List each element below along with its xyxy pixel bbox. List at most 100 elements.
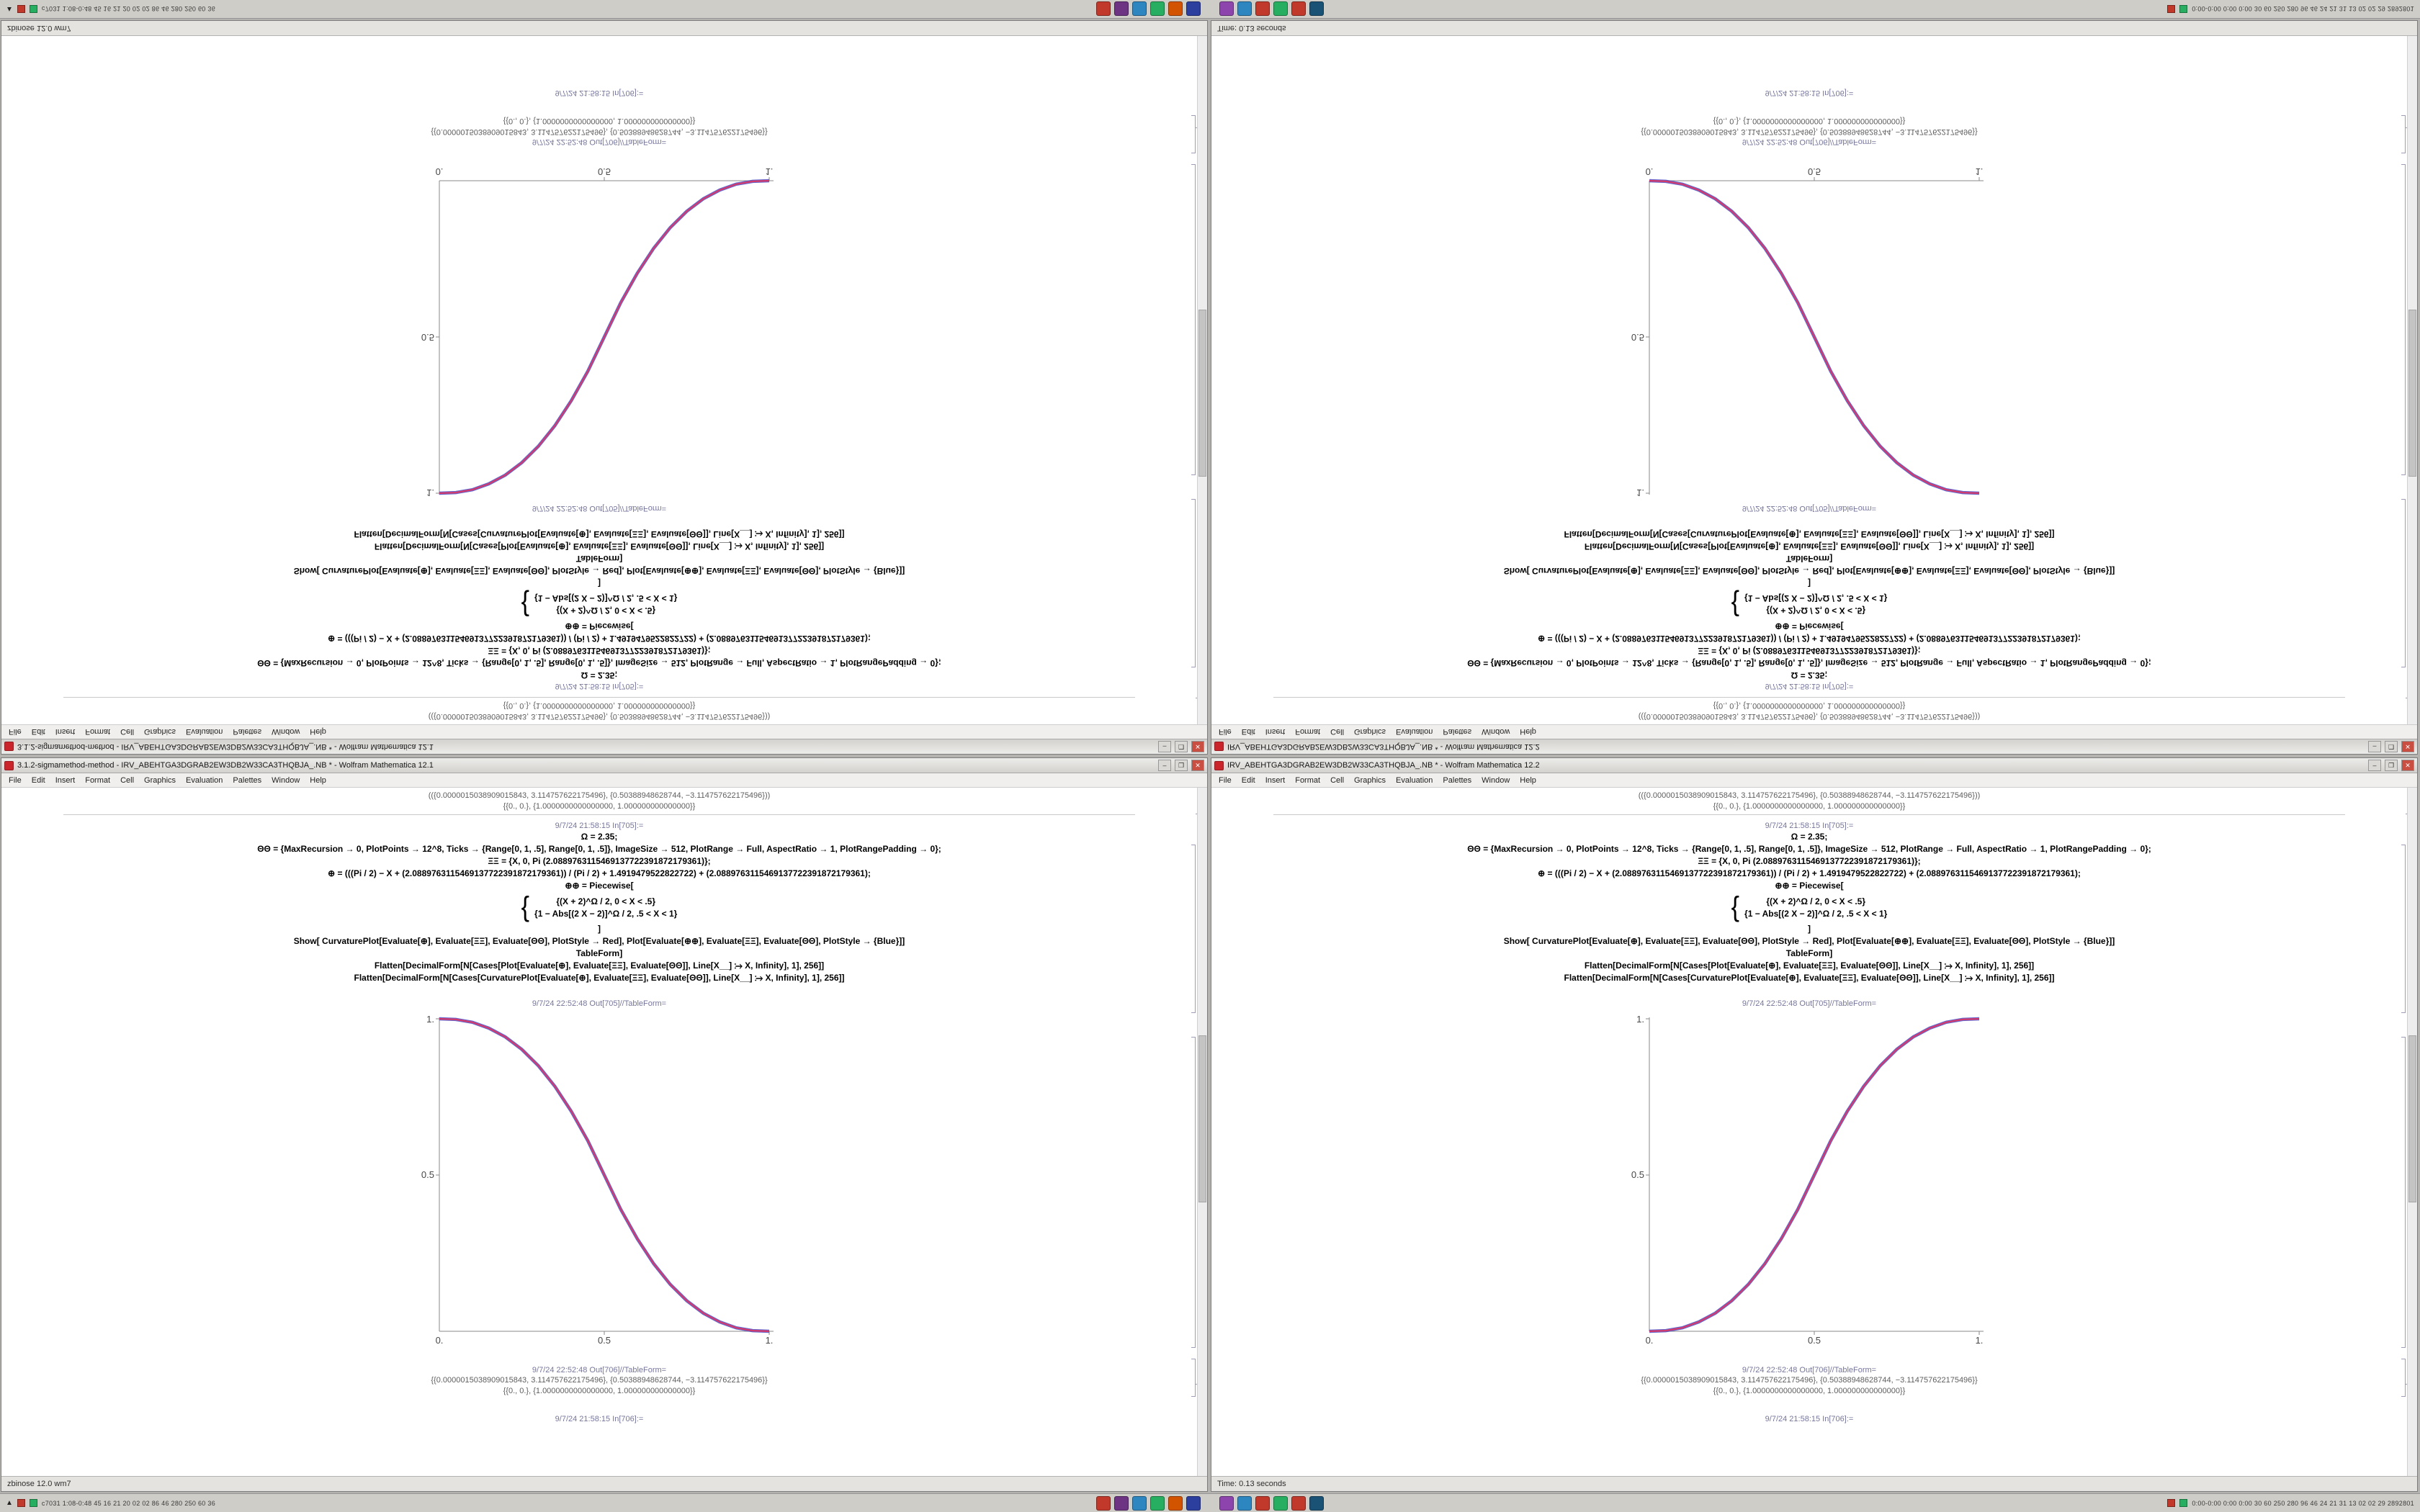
- output-plot[interactable]: 0. 0.5 1. 0.5 1.: [1625, 162, 1994, 500]
- code-line[interactable]: TableForm]: [1785, 554, 1833, 564]
- code-line[interactable]: ΞΞ = {X, 0, Pi (2.0889763115469137722391…: [488, 856, 711, 866]
- scrollbar-thumb[interactable]: [2408, 1035, 2416, 1202]
- menu-item-cell[interactable]: Cell: [120, 775, 135, 785]
- taskbar-app-icon[interactable]: [1291, 1, 1306, 17]
- menu-item-file[interactable]: File: [1219, 727, 1232, 737]
- taskbar-app-icon[interactable]: [1096, 1495, 1111, 1511]
- code-line[interactable]: Show[ CurvaturePlot[Evaluate[⊕], Evaluat…: [293, 936, 905, 946]
- code-line[interactable]: ⊕ = (((Pi / 2) − X + (2.0889763115469137…: [1538, 868, 2081, 878]
- taskbar-app-icon[interactable]: [1255, 1, 1270, 17]
- taskbar-app-icon[interactable]: [1096, 1, 1111, 17]
- close-button[interactable]: ✕: [2401, 760, 2414, 771]
- menu-item-palettes[interactable]: Palettes: [1443, 727, 1472, 737]
- code-line[interactable]: TableForm]: [575, 554, 623, 564]
- code-line[interactable]: {1 − Abs[(2 X − 2)]^Ω / 2, .5 < X < 1}: [1744, 908, 1888, 919]
- code-line[interactable]: Flatten[DecimalForm[N[Cases[Plot[Evaluat…: [374, 541, 825, 552]
- minimize-button[interactable]: –: [1158, 760, 1171, 771]
- notebook-area[interactable]: (({0.0000015038909015843, 3.114757622175…: [1, 36, 1207, 724]
- code-line[interactable]: ΘΘ = {MaxRecursion → 0, PlotPoints → 12^…: [257, 658, 941, 668]
- menu-item-graphics[interactable]: Graphics: [144, 775, 176, 785]
- menu-item-palettes[interactable]: Palettes: [233, 727, 262, 737]
- taskbar-app-icon[interactable]: [1132, 1, 1147, 17]
- menu-item-evaluation[interactable]: Evaluation: [1396, 727, 1433, 737]
- code-line[interactable]: ]: [598, 924, 601, 934]
- code-line[interactable]: Show[ CurvaturePlot[Evaluate[⊕], Evaluat…: [1503, 936, 2115, 946]
- piecewise-expression[interactable]: { {(X + 2)^Ω / 2, 0 < X < .5} {1 − Abs[(…: [1230, 589, 2388, 621]
- menu-item-cell[interactable]: Cell: [120, 727, 135, 737]
- menu-item-insert[interactable]: Insert: [55, 775, 76, 785]
- taskbar-app-icon[interactable]: [1273, 1495, 1288, 1511]
- menu-item-edit[interactable]: Edit: [31, 775, 45, 785]
- code-line[interactable]: ΞΞ = {X, 0, Pi (2.0889763115469137722391…: [488, 646, 711, 656]
- taskbar-app-icon[interactable]: [1291, 1495, 1306, 1511]
- code-line[interactable]: Ω = 2.35;: [581, 670, 618, 680]
- piecewise-expression[interactable]: { {(X + 2)^Ω / 2, 0 < X < .5} {1 − Abs[(…: [1230, 891, 2388, 923]
- menu-item-format[interactable]: Format: [1295, 727, 1321, 737]
- output-plot[interactable]: 0. 0.5 1. 0.5 1.: [415, 1012, 784, 1350]
- menu-item-help[interactable]: Help: [1520, 775, 1536, 785]
- minimize-button[interactable]: –: [2368, 741, 2381, 752]
- code-line[interactable]: ⊕ = (((Pi / 2) − X + (2.0889763115469137…: [1538, 634, 2081, 644]
- vertical-scrollbar[interactable]: [1197, 788, 1207, 1476]
- code-line[interactable]: Show[ CurvaturePlot[Evaluate[⊕], Evaluat…: [293, 566, 905, 576]
- taskbar-app-icon[interactable]: [1168, 1495, 1183, 1511]
- code-line[interactable]: ⊕ = (((Pi / 2) − X + (2.0889763115469137…: [328, 634, 871, 644]
- code-line[interactable]: Flatten[DecimalForm[N[Cases[CurvaturePlo…: [354, 973, 845, 983]
- window-titlebar[interactable]: IRV_ABEHTGA3DGRAB2EW3DB2W33CA3THQBJA_.NB…: [1211, 739, 2417, 754]
- menu-item-graphics[interactable]: Graphics: [144, 727, 176, 737]
- menu-item-graphics[interactable]: Graphics: [1354, 775, 1386, 785]
- code-line[interactable]: Ω = 2.35;: [581, 832, 618, 842]
- menu-item-insert[interactable]: Insert: [1265, 775, 1286, 785]
- menu-item-evaluation[interactable]: Evaluation: [186, 775, 223, 785]
- menu-item-help[interactable]: Help: [1520, 727, 1536, 737]
- code-line[interactable]: ⊕⊕ = Piecewise[: [565, 621, 634, 631]
- code-line[interactable]: ⊕⊕ = Piecewise[: [1775, 881, 1844, 891]
- taskbar-app-icon[interactable]: [1186, 1495, 1201, 1511]
- code-line[interactable]: ]: [598, 578, 601, 588]
- menu-item-evaluation[interactable]: Evaluation: [1396, 775, 1433, 785]
- minimize-button[interactable]: –: [1158, 741, 1171, 752]
- piecewise-expression[interactable]: { {(X + 2)^Ω / 2, 0 < X < .5} {1 − Abs[(…: [20, 891, 1178, 923]
- code-line[interactable]: ΘΘ = {MaxRecursion → 0, PlotPoints → 12^…: [257, 844, 941, 854]
- code-line[interactable]: ΞΞ = {X, 0, Pi (2.0889763115469137722391…: [1698, 646, 1921, 656]
- show-desktop-button[interactable]: ▲: [6, 1499, 13, 1507]
- taskbar-app-icon[interactable]: [1132, 1495, 1147, 1511]
- code-line[interactable]: {(X + 2)^Ω / 2, 0 < X < .5}: [1766, 606, 1866, 616]
- code-line[interactable]: ΘΘ = {MaxRecursion → 0, PlotPoints → 12^…: [1467, 844, 2151, 854]
- menu-item-graphics[interactable]: Graphics: [1354, 727, 1386, 737]
- code-line[interactable]: {1 − Abs[(2 X − 2)]^Ω / 2, .5 < X < 1}: [534, 908, 678, 919]
- menu-item-insert[interactable]: Insert: [55, 727, 76, 737]
- menu-item-edit[interactable]: Edit: [1241, 727, 1255, 737]
- taskbar-app-icon[interactable]: [1168, 1, 1183, 17]
- menu-item-cell[interactable]: Cell: [1330, 775, 1345, 785]
- menu-item-help[interactable]: Help: [310, 775, 326, 785]
- code-line[interactable]: TableForm]: [575, 948, 623, 958]
- menu-item-insert[interactable]: Insert: [1265, 727, 1286, 737]
- vertical-scrollbar[interactable]: [1197, 36, 1207, 724]
- code-line[interactable]: ΘΘ = {MaxRecursion → 0, PlotPoints → 12^…: [1467, 658, 2151, 668]
- code-line[interactable]: {1 − Abs[(2 X − 2)]^Ω / 2, .5 < X < 1}: [1744, 593, 1888, 604]
- maximize-button[interactable]: ❐: [2385, 741, 2398, 752]
- code-line[interactable]: {1 − Abs[(2 X − 2)]^Ω / 2, .5 < X < 1}: [534, 593, 678, 604]
- maximize-button[interactable]: ❐: [1175, 760, 1188, 771]
- taskbar-app-icon[interactable]: [1237, 1495, 1252, 1511]
- code-line[interactable]: Flatten[DecimalForm[N[Cases[CurvaturePlo…: [1564, 529, 2055, 539]
- window-titlebar[interactable]: 3.1.2-sigmamethod-method - IRV_ABEHTGA3D…: [1, 739, 1207, 754]
- taskbar-app-icon[interactable]: [1237, 1, 1252, 17]
- menu-item-palettes[interactable]: Palettes: [233, 775, 262, 785]
- piecewise-expression[interactable]: { {(X + 2)^Ω / 2, 0 < X < .5} {1 − Abs[(…: [20, 589, 1178, 621]
- minimize-button[interactable]: –: [2368, 760, 2381, 771]
- menu-item-help[interactable]: Help: [310, 727, 326, 737]
- menu-item-window[interactable]: Window: [1482, 775, 1510, 785]
- maximize-button[interactable]: ❐: [2385, 760, 2398, 771]
- menu-item-format[interactable]: Format: [85, 775, 111, 785]
- code-line[interactable]: ]: [1808, 924, 1811, 934]
- menu-item-edit[interactable]: Edit: [31, 727, 45, 737]
- code-line[interactable]: {(X + 2)^Ω / 2, 0 < X < .5}: [556, 606, 656, 616]
- code-line[interactable]: Flatten[DecimalForm[N[Cases[Plot[Evaluat…: [1584, 541, 2035, 552]
- plot-output-cell[interactable]: 0. 0.5 1. 0.5 1.: [415, 158, 784, 500]
- menu-item-evaluation[interactable]: Evaluation: [186, 727, 223, 737]
- scrollbar-thumb[interactable]: [2408, 310, 2416, 477]
- maximize-button[interactable]: ❐: [1175, 741, 1188, 752]
- menu-item-window[interactable]: Window: [1482, 727, 1510, 737]
